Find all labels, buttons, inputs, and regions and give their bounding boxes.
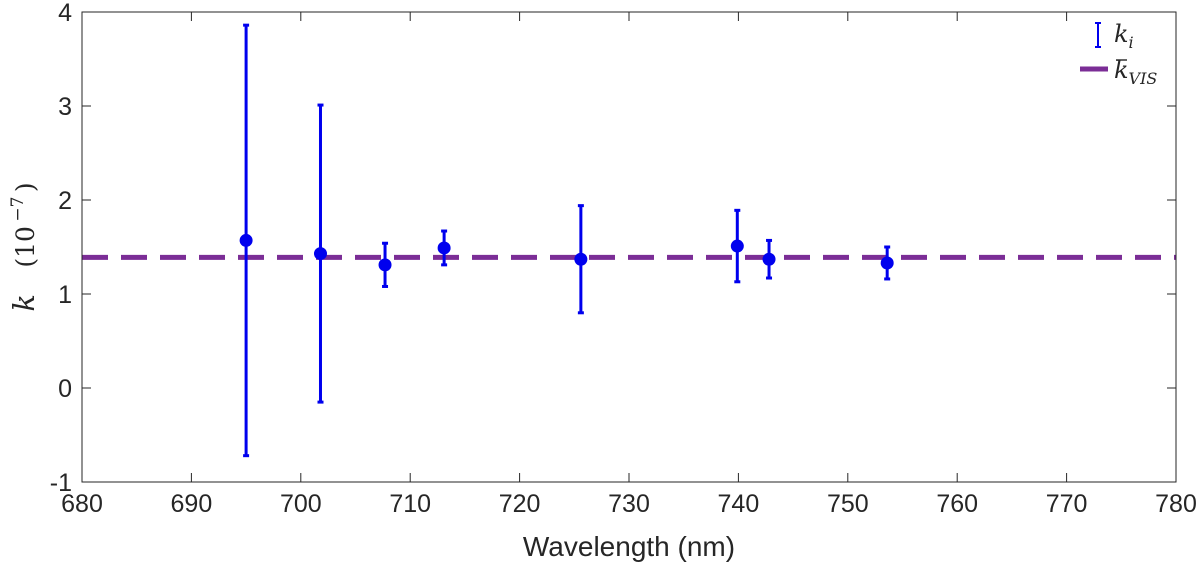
point-marker [313, 247, 327, 261]
point-marker [762, 252, 776, 266]
y-tick-label: 3 [58, 93, 72, 121]
data-point [762, 238, 776, 280]
y-axis-symbol: k [7, 294, 41, 312]
point-marker [574, 252, 588, 266]
x-tick-label: 740 [718, 490, 760, 518]
point-marker [437, 241, 451, 255]
x-tick-label: 690 [171, 490, 213, 518]
legend: ki kVIS [1080, 20, 1157, 88]
y-axis-unit-close: ) [11, 182, 40, 192]
data-point [239, 23, 253, 458]
legend-entry-kvis: kVIS [1080, 56, 1157, 88]
point-marker [239, 233, 253, 247]
x-tick-label: 760 [936, 490, 978, 518]
legend-label-ki: ki [1114, 20, 1134, 52]
x-tick-label: 730 [608, 490, 650, 518]
y-tick-label: 4 [58, 0, 72, 27]
y-axis-title: k (10 −7 ) [7, 182, 41, 311]
point-marker [378, 258, 392, 272]
x-tick-label: 780 [1155, 490, 1197, 518]
y-axis-ticks: -1 0 1 2 3 4 [50, 0, 1176, 497]
point-marker [730, 239, 744, 253]
x-tick-label: 750 [827, 490, 869, 518]
y-tick-label: -1 [50, 469, 72, 497]
x-axis-title: Wavelength (nm) [523, 531, 735, 562]
x-tick-label: 680 [61, 490, 103, 518]
data-point [730, 208, 744, 284]
data-point [313, 103, 327, 404]
y-axis-unit-exponent: −7 [8, 197, 28, 222]
data-points-layer [239, 23, 894, 458]
legend-marker-ki [1095, 22, 1101, 48]
y-axis-unit-base: (10 [11, 226, 40, 268]
x-tick-label: 770 [1046, 490, 1088, 518]
x-tick-label: 720 [499, 490, 541, 518]
y-tick-label: 2 [58, 187, 72, 215]
y-tick-label: 0 [58, 375, 72, 403]
y-tick-label: 1 [58, 281, 72, 309]
x-axis-ticks: 680 690 700 710 720 730 740 750 760 770 780 [61, 12, 1197, 518]
x-tick-label: 710 [389, 490, 431, 518]
data-point [378, 241, 392, 288]
point-marker [880, 256, 894, 270]
data-point [880, 245, 894, 281]
legend-label-kvis: kVIS [1114, 56, 1157, 88]
legend-entry-ki: ki [1095, 20, 1134, 52]
data-point [574, 204, 588, 315]
plot-area [82, 12, 1176, 482]
x-tick-label: 700 [280, 490, 322, 518]
data-point [437, 229, 451, 267]
